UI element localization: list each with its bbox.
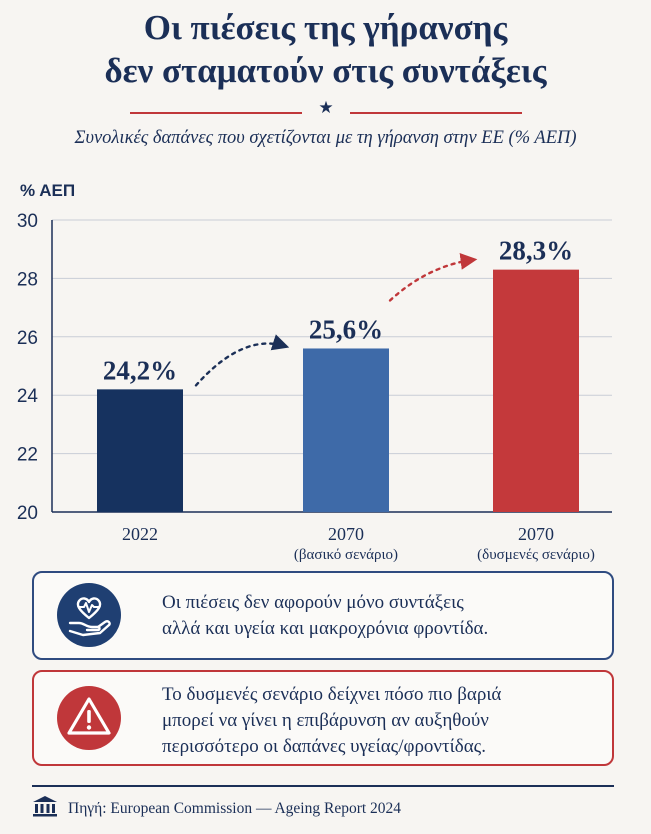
y-tick-label: 22: [17, 445, 38, 466]
title-rule-right: [350, 112, 522, 114]
bar-value-label: 25,6%: [309, 314, 383, 344]
title-rule-left: [130, 112, 302, 114]
x-tick-sublabel: (βασικό σενάριο): [294, 547, 398, 563]
callout-health-care: Οι πιέσεις δεν αφορούν μόνο συντάξεις αλ…: [32, 571, 614, 660]
star-icon: ★: [318, 98, 334, 117]
x-tick-sublabel: (δυσμενές σενάριο): [477, 547, 595, 563]
x-tick-label: 2070: [518, 524, 554, 544]
bar-value-label: 24,2%: [103, 355, 177, 385]
trend-arrow: [388, 253, 478, 302]
y-axis-unit-label: % ΑΕΠ: [20, 181, 76, 200]
x-tick-label: 2022: [122, 524, 158, 544]
callout-adverse-line-3: περισσότερο οι δαπάνες υγείας/φροντίδας.: [162, 736, 486, 757]
y-tick-label: 28: [17, 269, 38, 290]
y-tick-label: 20: [17, 503, 38, 524]
callout-adverse-line-1: Το δυσμενές σενάριο δείχνει πόσο πιο βαρ…: [162, 684, 502, 705]
bar-value-label: 28,3%: [499, 236, 573, 266]
y-tick-label: 24: [17, 386, 39, 407]
institution-icon: [32, 795, 58, 822]
bar: [493, 269, 579, 512]
y-tick-label: 30: [17, 211, 38, 232]
source-text: Πηγή: European Commission — Ageing Repor…: [68, 799, 402, 817]
chart-subtitle: Συνολικές δαπάνες που σχετίζονται με τη …: [74, 128, 577, 148]
callout-adverse-text: Το δυσμενές σενάριο δείχνει πόσο πιο βαρ…: [162, 682, 501, 760]
callout-adverse-line-2: μπορεί να γίνει η επιβάρυνση αν αυξηθούν: [162, 710, 489, 731]
heart-hand-icon: [57, 583, 121, 647]
footer-rule: [32, 785, 614, 787]
y-tick-label: 26: [17, 328, 38, 349]
trend-arrow: [194, 334, 290, 387]
bar: [97, 389, 183, 512]
callout-adverse-scenario: Το δυσμενές σενάριο δείχνει πόσο πιο βαρ…: [32, 670, 614, 766]
bar: [303, 348, 389, 512]
callout-health-line-1: Οι πιέσεις δεν αφορούν μόνο συντάξεις: [162, 592, 464, 613]
callout-health-line-2: αλλά και υγεία και μακροχρόνια φροντίδα.: [162, 618, 489, 639]
chart-title: Οι πιέσεις της γήρανσης δεν σταματούν στ…: [0, 6, 651, 92]
callout-health-text: Οι πιέσεις δεν αφορούν μόνο συντάξεις αλ…: [162, 590, 488, 642]
title-line-1: Οι πιέσεις της γήρανσης: [143, 8, 508, 47]
warning-icon: [57, 686, 121, 750]
x-tick-label: 2070: [328, 524, 364, 544]
title-line-2: δεν σταματούν στις συντάξεις: [104, 51, 547, 90]
source-note: Πηγή: European Commission — Ageing Repor…: [32, 795, 401, 822]
